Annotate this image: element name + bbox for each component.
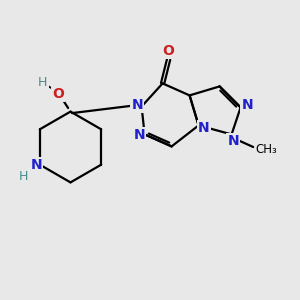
Text: N: N	[198, 121, 210, 135]
Text: O: O	[52, 87, 64, 101]
Text: N: N	[131, 98, 143, 112]
Text: CH₃: CH₃	[256, 143, 278, 156]
Text: N: N	[227, 134, 239, 148]
Text: N: N	[134, 128, 145, 142]
Text: N: N	[242, 98, 253, 112]
Text: H: H	[19, 169, 28, 183]
Text: N: N	[30, 158, 42, 172]
Text: O: O	[163, 44, 175, 58]
Text: H: H	[38, 76, 48, 89]
